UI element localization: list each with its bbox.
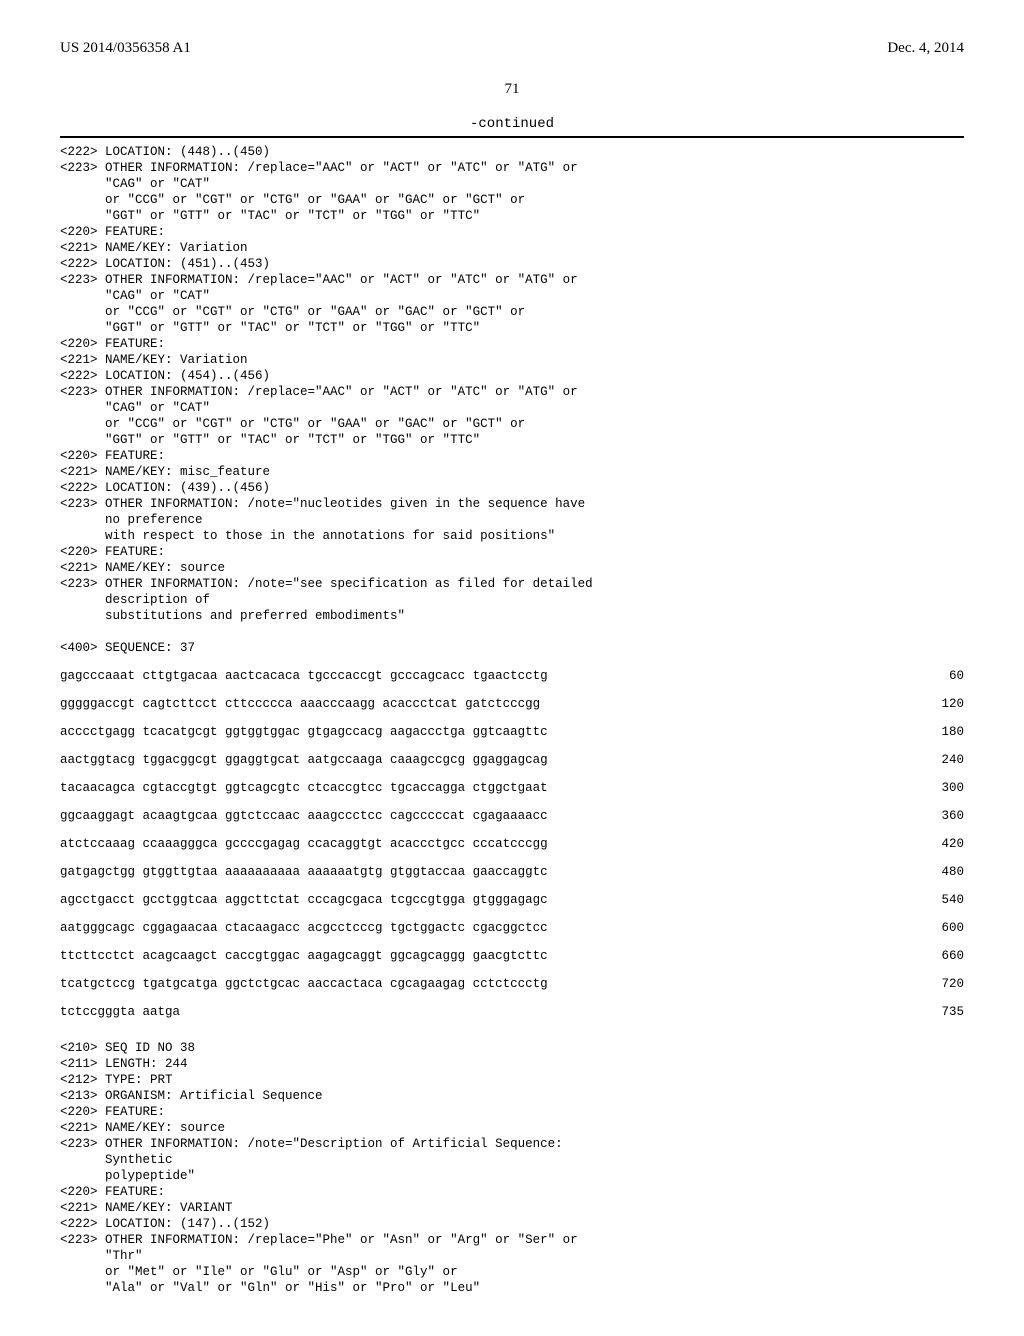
sequence-row: atctccaaag ccaaagggca gccccgagag ccacagg… (60, 836, 964, 852)
divider-top (60, 136, 964, 138)
sequence-row: ttcttcctct acagcaagct caccgtggac aagagca… (60, 948, 964, 964)
sequence-position: 480 (900, 864, 964, 880)
sequence-row: tctccgggta aatga 735 (60, 1004, 964, 1020)
page-header: US 2014/0356358 A1 Dec. 4, 2014 (60, 40, 964, 57)
sequence-position: 660 (900, 948, 964, 964)
header-right: Dec. 4, 2014 (887, 40, 964, 57)
sequence-row: gatgagctgg gtggttgtaa aaaaaaaaaa aaaaaat… (60, 864, 964, 880)
sequence-row: aactggtacg tggacggcgt ggaggtgcat aatgcca… (60, 752, 964, 768)
sequence-text: aactggtacg tggacggcgt ggaggtgcat aatgcca… (60, 752, 548, 768)
sequence-text: ggcaaggagt acaagtgcaa ggtctccaac aaagccc… (60, 808, 548, 824)
feature-block-1: <222> LOCATION: (448)..(450) <223> OTHER… (60, 144, 964, 656)
sequence-text: tctccgggta aatga (60, 1004, 180, 1020)
sequence-row: gagcccaaat cttgtgacaa aactcacaca tgcccac… (60, 668, 964, 684)
sequence-text: tacaacagca cgtaccgtgt ggtcagcgtc ctcaccg… (60, 780, 548, 796)
sequence-position: 180 (900, 724, 964, 740)
sequence-row: gggggaccgt cagtcttcct cttccccca aaacccaa… (60, 696, 964, 712)
sequence-position: 360 (900, 808, 964, 824)
sequence-position: 300 (900, 780, 964, 796)
sequence-position: 60 (900, 668, 964, 684)
sequence-row: acccctgagg tcacatgcgt ggtggtggac gtgagcc… (60, 724, 964, 740)
sequence-position: 420 (900, 836, 964, 852)
continued-label: -continued (60, 116, 964, 132)
sequence-row: agcctgacct gcctggtcaa aggcttctat cccagcg… (60, 892, 964, 908)
header-left: US 2014/0356358 A1 (60, 40, 191, 57)
sequence-text: atctccaaag ccaaagggca gccccgagag ccacagg… (60, 836, 548, 852)
sequence-text: gagcccaaat cttgtgacaa aactcacaca tgcccac… (60, 668, 548, 684)
sequence-listing: gagcccaaat cttgtgacaa aactcacaca tgcccac… (60, 668, 964, 1020)
sequence-position: 720 (900, 976, 964, 992)
sequence-position: 600 (900, 920, 964, 936)
sequence-text: gggggaccgt cagtcttcct cttccccca aaacccaa… (60, 696, 540, 712)
sequence-row: ggcaaggagt acaagtgcaa ggtctccaac aaagccc… (60, 808, 964, 824)
sequence-text: aatgggcagc cggagaacaa ctacaagacc acgcctc… (60, 920, 548, 936)
sequence-text: gatgagctgg gtggttgtaa aaaaaaaaaa aaaaaat… (60, 864, 548, 880)
sequence-text: ttcttcctct acagcaagct caccgtggac aagagca… (60, 948, 548, 964)
sequence-row: tcatgctccg tgatgcatga ggctctgcac aaccact… (60, 976, 964, 992)
sequence-position: 540 (900, 892, 964, 908)
sequence-position: 240 (900, 752, 964, 768)
feature-block-2: <210> SEQ ID NO 38 <211> LENGTH: 244 <21… (60, 1040, 964, 1296)
sequence-row: aatgggcagc cggagaacaa ctacaagacc acgcctc… (60, 920, 964, 936)
sequence-text: tcatgctccg tgatgcatga ggctctgcac aaccact… (60, 976, 548, 992)
page-number: 71 (60, 81, 964, 98)
sequence-position: 735 (900, 1004, 964, 1020)
sequence-text: acccctgagg tcacatgcgt ggtggtggac gtgagcc… (60, 724, 548, 740)
sequence-text: agcctgacct gcctggtcaa aggcttctat cccagcg… (60, 892, 548, 908)
sequence-position: 120 (900, 696, 964, 712)
sequence-row: tacaacagca cgtaccgtgt ggtcagcgtc ctcaccg… (60, 780, 964, 796)
